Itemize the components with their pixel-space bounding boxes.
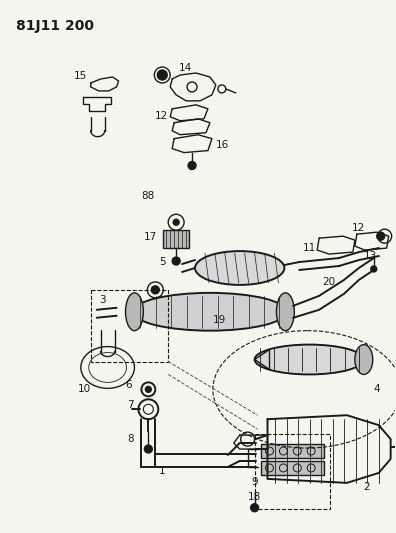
Bar <box>163 230 189 248</box>
Ellipse shape <box>355 345 373 375</box>
Circle shape <box>151 286 159 294</box>
Text: 1: 1 <box>159 466 166 476</box>
Bar <box>261 461 324 475</box>
Circle shape <box>145 445 152 453</box>
Text: 12: 12 <box>352 223 366 233</box>
Text: 81J11 200: 81J11 200 <box>16 19 94 33</box>
Circle shape <box>188 161 196 169</box>
Text: 2: 2 <box>364 482 370 492</box>
Text: 10: 10 <box>78 384 91 394</box>
Bar <box>255 434 330 508</box>
Bar <box>91 290 168 361</box>
Text: 11: 11 <box>303 243 316 253</box>
Text: 17: 17 <box>144 232 157 242</box>
Circle shape <box>377 232 385 240</box>
Circle shape <box>145 386 151 392</box>
Text: 4: 4 <box>373 384 380 394</box>
Text: 9: 9 <box>251 477 258 487</box>
Circle shape <box>173 219 179 225</box>
Circle shape <box>371 266 377 272</box>
Circle shape <box>251 504 259 512</box>
Circle shape <box>157 70 167 80</box>
Text: 18: 18 <box>248 492 261 502</box>
Text: 7: 7 <box>127 400 134 410</box>
Text: 12: 12 <box>155 111 168 121</box>
Ellipse shape <box>255 345 364 375</box>
Text: 13: 13 <box>364 251 377 261</box>
Text: 88: 88 <box>142 191 155 201</box>
Text: 6: 6 <box>125 381 132 390</box>
Ellipse shape <box>276 293 294 330</box>
Text: 15: 15 <box>74 71 88 81</box>
Text: 8: 8 <box>127 434 134 444</box>
Text: 16: 16 <box>216 140 229 150</box>
Bar <box>261 444 324 458</box>
Text: 14: 14 <box>179 63 192 73</box>
Ellipse shape <box>195 251 284 285</box>
Ellipse shape <box>126 293 143 330</box>
Circle shape <box>172 257 180 265</box>
Ellipse shape <box>133 293 287 330</box>
Text: 3: 3 <box>99 295 106 305</box>
Text: 20: 20 <box>322 277 336 287</box>
Text: 19: 19 <box>213 314 227 325</box>
Text: 5: 5 <box>159 257 166 267</box>
